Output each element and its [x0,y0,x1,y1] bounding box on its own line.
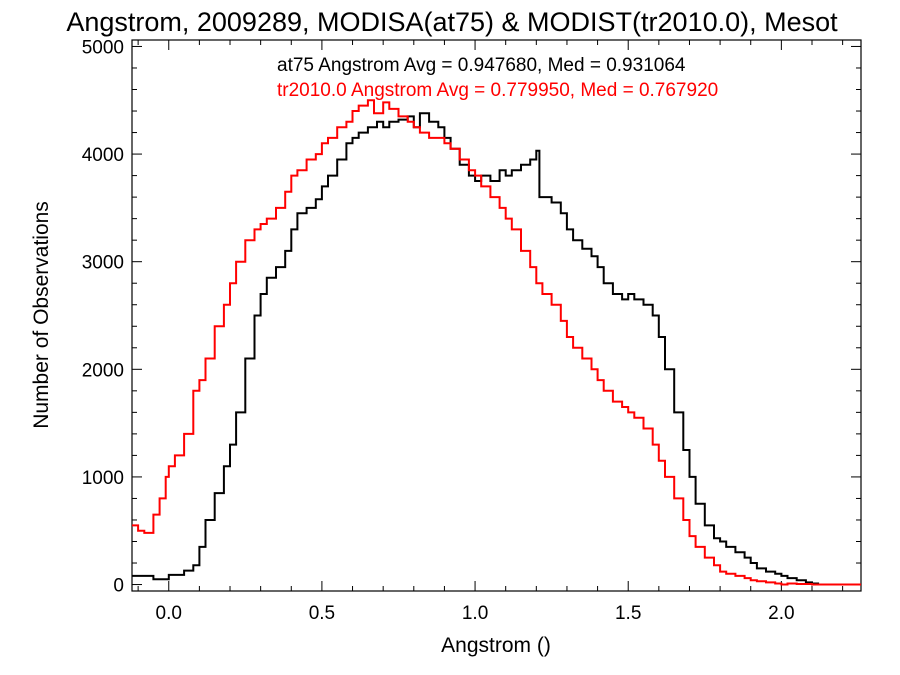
y-tick-label: 1000 [82,468,124,489]
axis-ticks: 0.0 0.5 1.0 1.5 2.0 0 1000 2000 3000 4000 5000 [82,37,861,624]
y-tick-label: 4000 [82,145,124,166]
annotation-1: at75 Angstrom Avg = 0.947680, Med = 0.93… [277,55,686,76]
x-tick-label: 0.0 [156,603,182,624]
series-line-2 [132,99,861,586]
y-tick-label: 3000 [82,253,124,274]
series-line-1 [132,112,832,586]
chart-title: Angstrom, 2009289, MODISA(at75) & MODIST… [66,7,838,37]
y-tick-label: 2000 [82,360,124,381]
x-tick-label: 1.5 [615,603,641,624]
annotations: at75 Angstrom Avg = 0.947680, Med = 0.93… [277,55,718,101]
x-tick-label: 2.0 [768,603,794,624]
annotation-2: tr2010.0 Angstrom Avg = 0.779950, Med = … [277,80,718,101]
x-axis-label: Angstrom () [441,634,551,657]
x-tick-label: 0.5 [309,603,335,624]
y-tick-label: 0 [113,576,124,597]
y-axis-label: Number of Observations [30,201,53,429]
series-layer [132,99,861,586]
plot-frame [131,39,862,592]
x-tick-label: 1.0 [462,603,488,624]
y-tick-label: 5000 [82,37,124,58]
